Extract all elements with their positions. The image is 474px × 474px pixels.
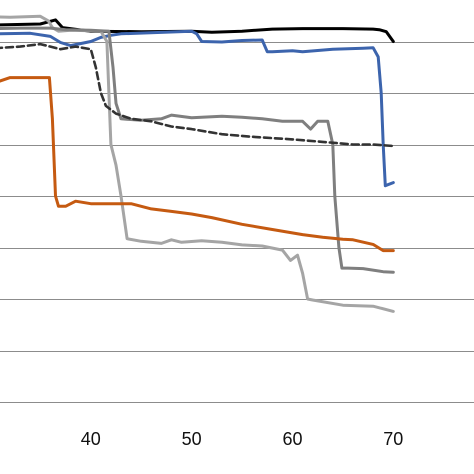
series-line-4	[0, 26, 395, 274]
grid-lines	[0, 42, 474, 403]
series-line-1	[0, 18, 395, 43]
x-tick-label-70: 70	[383, 429, 403, 449]
series-line-5	[0, 76, 395, 253]
series-line-3	[0, 14, 395, 313]
series-line-2	[0, 29, 395, 188]
x-tick-label-40: 40	[81, 429, 101, 449]
x-tick-label-60: 60	[282, 429, 302, 449]
x-tick-label-50: 50	[182, 429, 202, 449]
series-line-6	[0, 42, 395, 148]
x-axis-tick-labels: 40 50 60 70	[81, 429, 404, 449]
series-lines	[0, 14, 395, 313]
